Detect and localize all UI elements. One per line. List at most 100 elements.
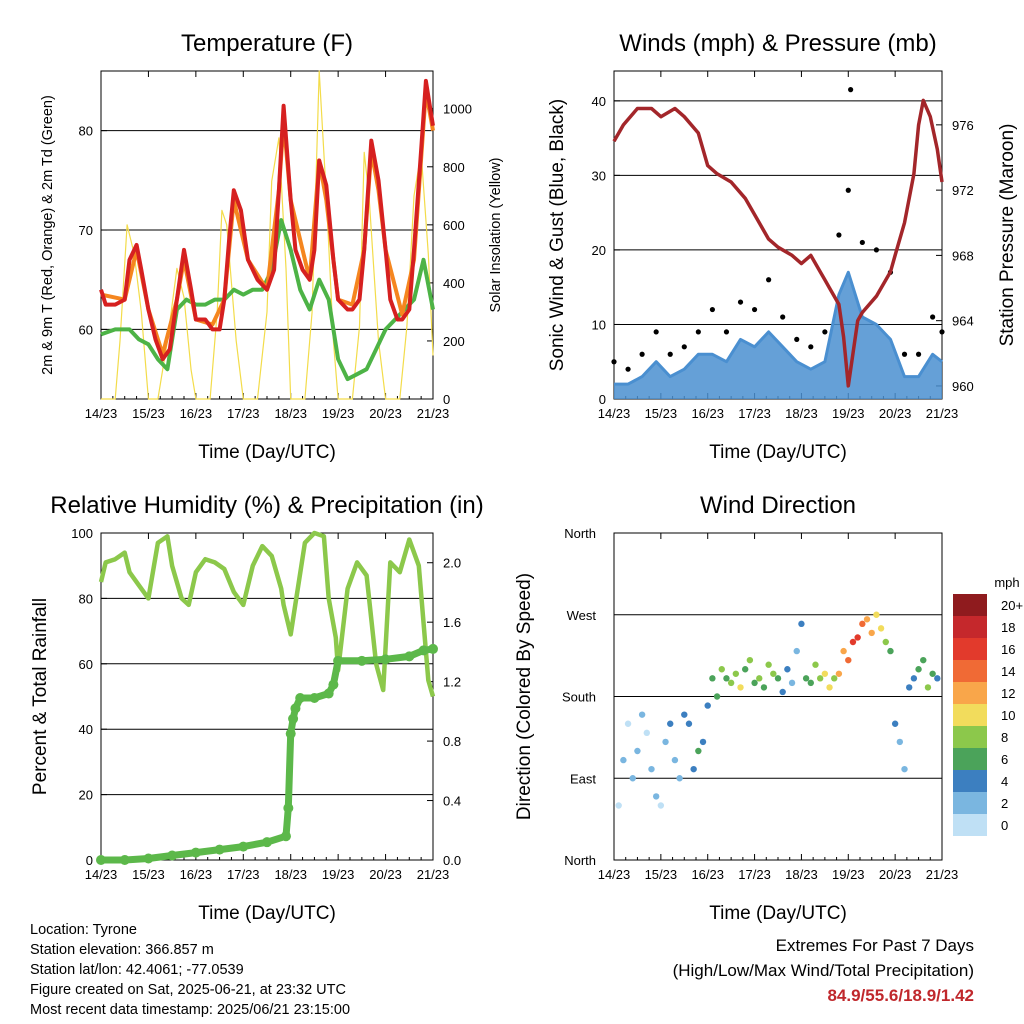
direction-point bbox=[765, 661, 772, 668]
direction-point bbox=[854, 634, 861, 641]
x-tick-label: 20/23 bbox=[879, 867, 912, 882]
latlon-text: Station lat/lon: 42.4061; -77.0539 bbox=[30, 962, 244, 978]
direction-point bbox=[760, 684, 768, 691]
y2-tick-label: 1.2 bbox=[443, 675, 461, 690]
y2-tick-label: 0.0 bbox=[443, 853, 461, 868]
colorbar-label: 6 bbox=[1001, 752, 1008, 767]
x-tick-label: 14/23 bbox=[85, 867, 118, 882]
direction-point bbox=[910, 675, 918, 682]
direction-point bbox=[807, 679, 814, 687]
y2-tick-label: 400 bbox=[443, 276, 465, 291]
x-axis-label: Time (Day/UTC) bbox=[198, 903, 336, 924]
gust-point bbox=[639, 351, 645, 357]
precip-point bbox=[404, 651, 415, 662]
direction-point bbox=[648, 765, 655, 773]
y-axis-label: Percent & Total Rainfall bbox=[30, 598, 51, 795]
precip-point bbox=[238, 841, 249, 852]
direction-point bbox=[746, 656, 754, 664]
precip-point bbox=[290, 703, 301, 714]
direction-point bbox=[840, 647, 847, 655]
x-tick-label: 21/23 bbox=[417, 406, 450, 421]
direction-point bbox=[620, 756, 627, 764]
gust-point bbox=[859, 239, 865, 246]
precip-point bbox=[167, 850, 178, 861]
direction-point bbox=[802, 675, 810, 682]
colorbar-swatch bbox=[953, 704, 987, 726]
gust-point bbox=[625, 366, 631, 372]
y2-axis-label: Station Pressure (Maroon) bbox=[997, 124, 1018, 347]
direction-point bbox=[798, 620, 805, 628]
precip-point bbox=[262, 837, 272, 848]
precip-point bbox=[283, 802, 294, 813]
direction-point bbox=[793, 647, 800, 655]
x-tick-label: 14/23 bbox=[598, 406, 631, 421]
y-tick-label: 0 bbox=[86, 853, 93, 868]
direction-point bbox=[887, 647, 894, 655]
x-tick-label: 19/23 bbox=[832, 406, 865, 421]
recent-text: Most recent data timestamp: 2025/06/21 2… bbox=[30, 1002, 351, 1018]
direction-point bbox=[906, 684, 913, 691]
precip-point bbox=[380, 654, 391, 665]
colorbar-label: 8 bbox=[1001, 730, 1008, 745]
y2-tick-label: 960 bbox=[952, 379, 974, 394]
x-tick-label: 19/23 bbox=[832, 867, 865, 882]
x-tick-label: 18/23 bbox=[274, 406, 307, 421]
gust-point bbox=[723, 329, 730, 335]
direction-point bbox=[615, 802, 622, 809]
precip-point bbox=[96, 855, 106, 865]
precip-point bbox=[288, 713, 299, 724]
y2-tick-label: 0.8 bbox=[443, 734, 461, 749]
precip-point bbox=[214, 844, 225, 855]
y2-tick-label: 1.6 bbox=[443, 615, 461, 630]
gust-point-outlier bbox=[848, 87, 854, 93]
y-tick-label: 70 bbox=[79, 223, 93, 238]
direction-point bbox=[816, 675, 824, 682]
direction-point bbox=[690, 765, 697, 773]
direction-point bbox=[737, 684, 744, 691]
direction-point bbox=[812, 661, 819, 668]
gust-point bbox=[737, 299, 744, 305]
colorbar-label: 14 bbox=[1001, 664, 1015, 679]
x-tick-label: 19/23 bbox=[322, 406, 355, 421]
direction-point bbox=[652, 793, 660, 800]
direction-point bbox=[896, 738, 904, 746]
y-axis-label: Direction (Colored By Speed) bbox=[514, 573, 535, 820]
gust-point bbox=[901, 351, 908, 357]
direction-point bbox=[831, 675, 838, 682]
y-tick-label: East bbox=[570, 771, 596, 786]
x-tick-label: 19/23 bbox=[322, 867, 355, 882]
direction-point bbox=[676, 775, 683, 782]
gust-point bbox=[822, 329, 828, 335]
direction-point bbox=[924, 684, 932, 691]
direction-point bbox=[685, 720, 693, 727]
x-tick-label: 16/23 bbox=[180, 406, 213, 421]
y-axis-label: 2m & 9m T (Red, Orange) & 2m Td (Green) bbox=[40, 95, 56, 375]
gust-point bbox=[751, 306, 758, 313]
series-relative-humidity bbox=[98, 530, 436, 698]
x-tick-label: 21/23 bbox=[417, 867, 450, 882]
gust-point bbox=[780, 314, 786, 320]
y-tick-label: 60 bbox=[79, 657, 93, 672]
colorbar-swatch bbox=[953, 660, 987, 682]
direction-point bbox=[671, 756, 679, 764]
colorbar-label: 16 bbox=[1001, 642, 1015, 657]
y2-tick-label: 2.0 bbox=[443, 556, 461, 571]
extremes-title: Extremes For Past 7 Days bbox=[775, 936, 974, 955]
direction-point bbox=[868, 629, 875, 637]
y-tick-label: 80 bbox=[79, 124, 93, 139]
colorbar-swatch bbox=[953, 616, 987, 638]
direction-point bbox=[643, 729, 650, 737]
station-info: Location: Tyrone Station elevation: 366.… bbox=[30, 920, 350, 1020]
x-axis-label: Time (Day/UTC) bbox=[709, 903, 847, 924]
colorbar-swatch bbox=[953, 682, 987, 704]
y-tick-label: 60 bbox=[79, 322, 93, 337]
direction-point bbox=[657, 802, 665, 809]
x-tick-label: 16/23 bbox=[691, 867, 724, 882]
direction-point bbox=[704, 702, 711, 709]
direction-point bbox=[751, 679, 758, 687]
panel-1-title: Winds (mph) & Pressure (mb) bbox=[619, 30, 936, 57]
y-tick-label: 100 bbox=[71, 526, 93, 541]
direction-point bbox=[784, 666, 791, 673]
x-tick-label: 16/23 bbox=[180, 867, 213, 882]
